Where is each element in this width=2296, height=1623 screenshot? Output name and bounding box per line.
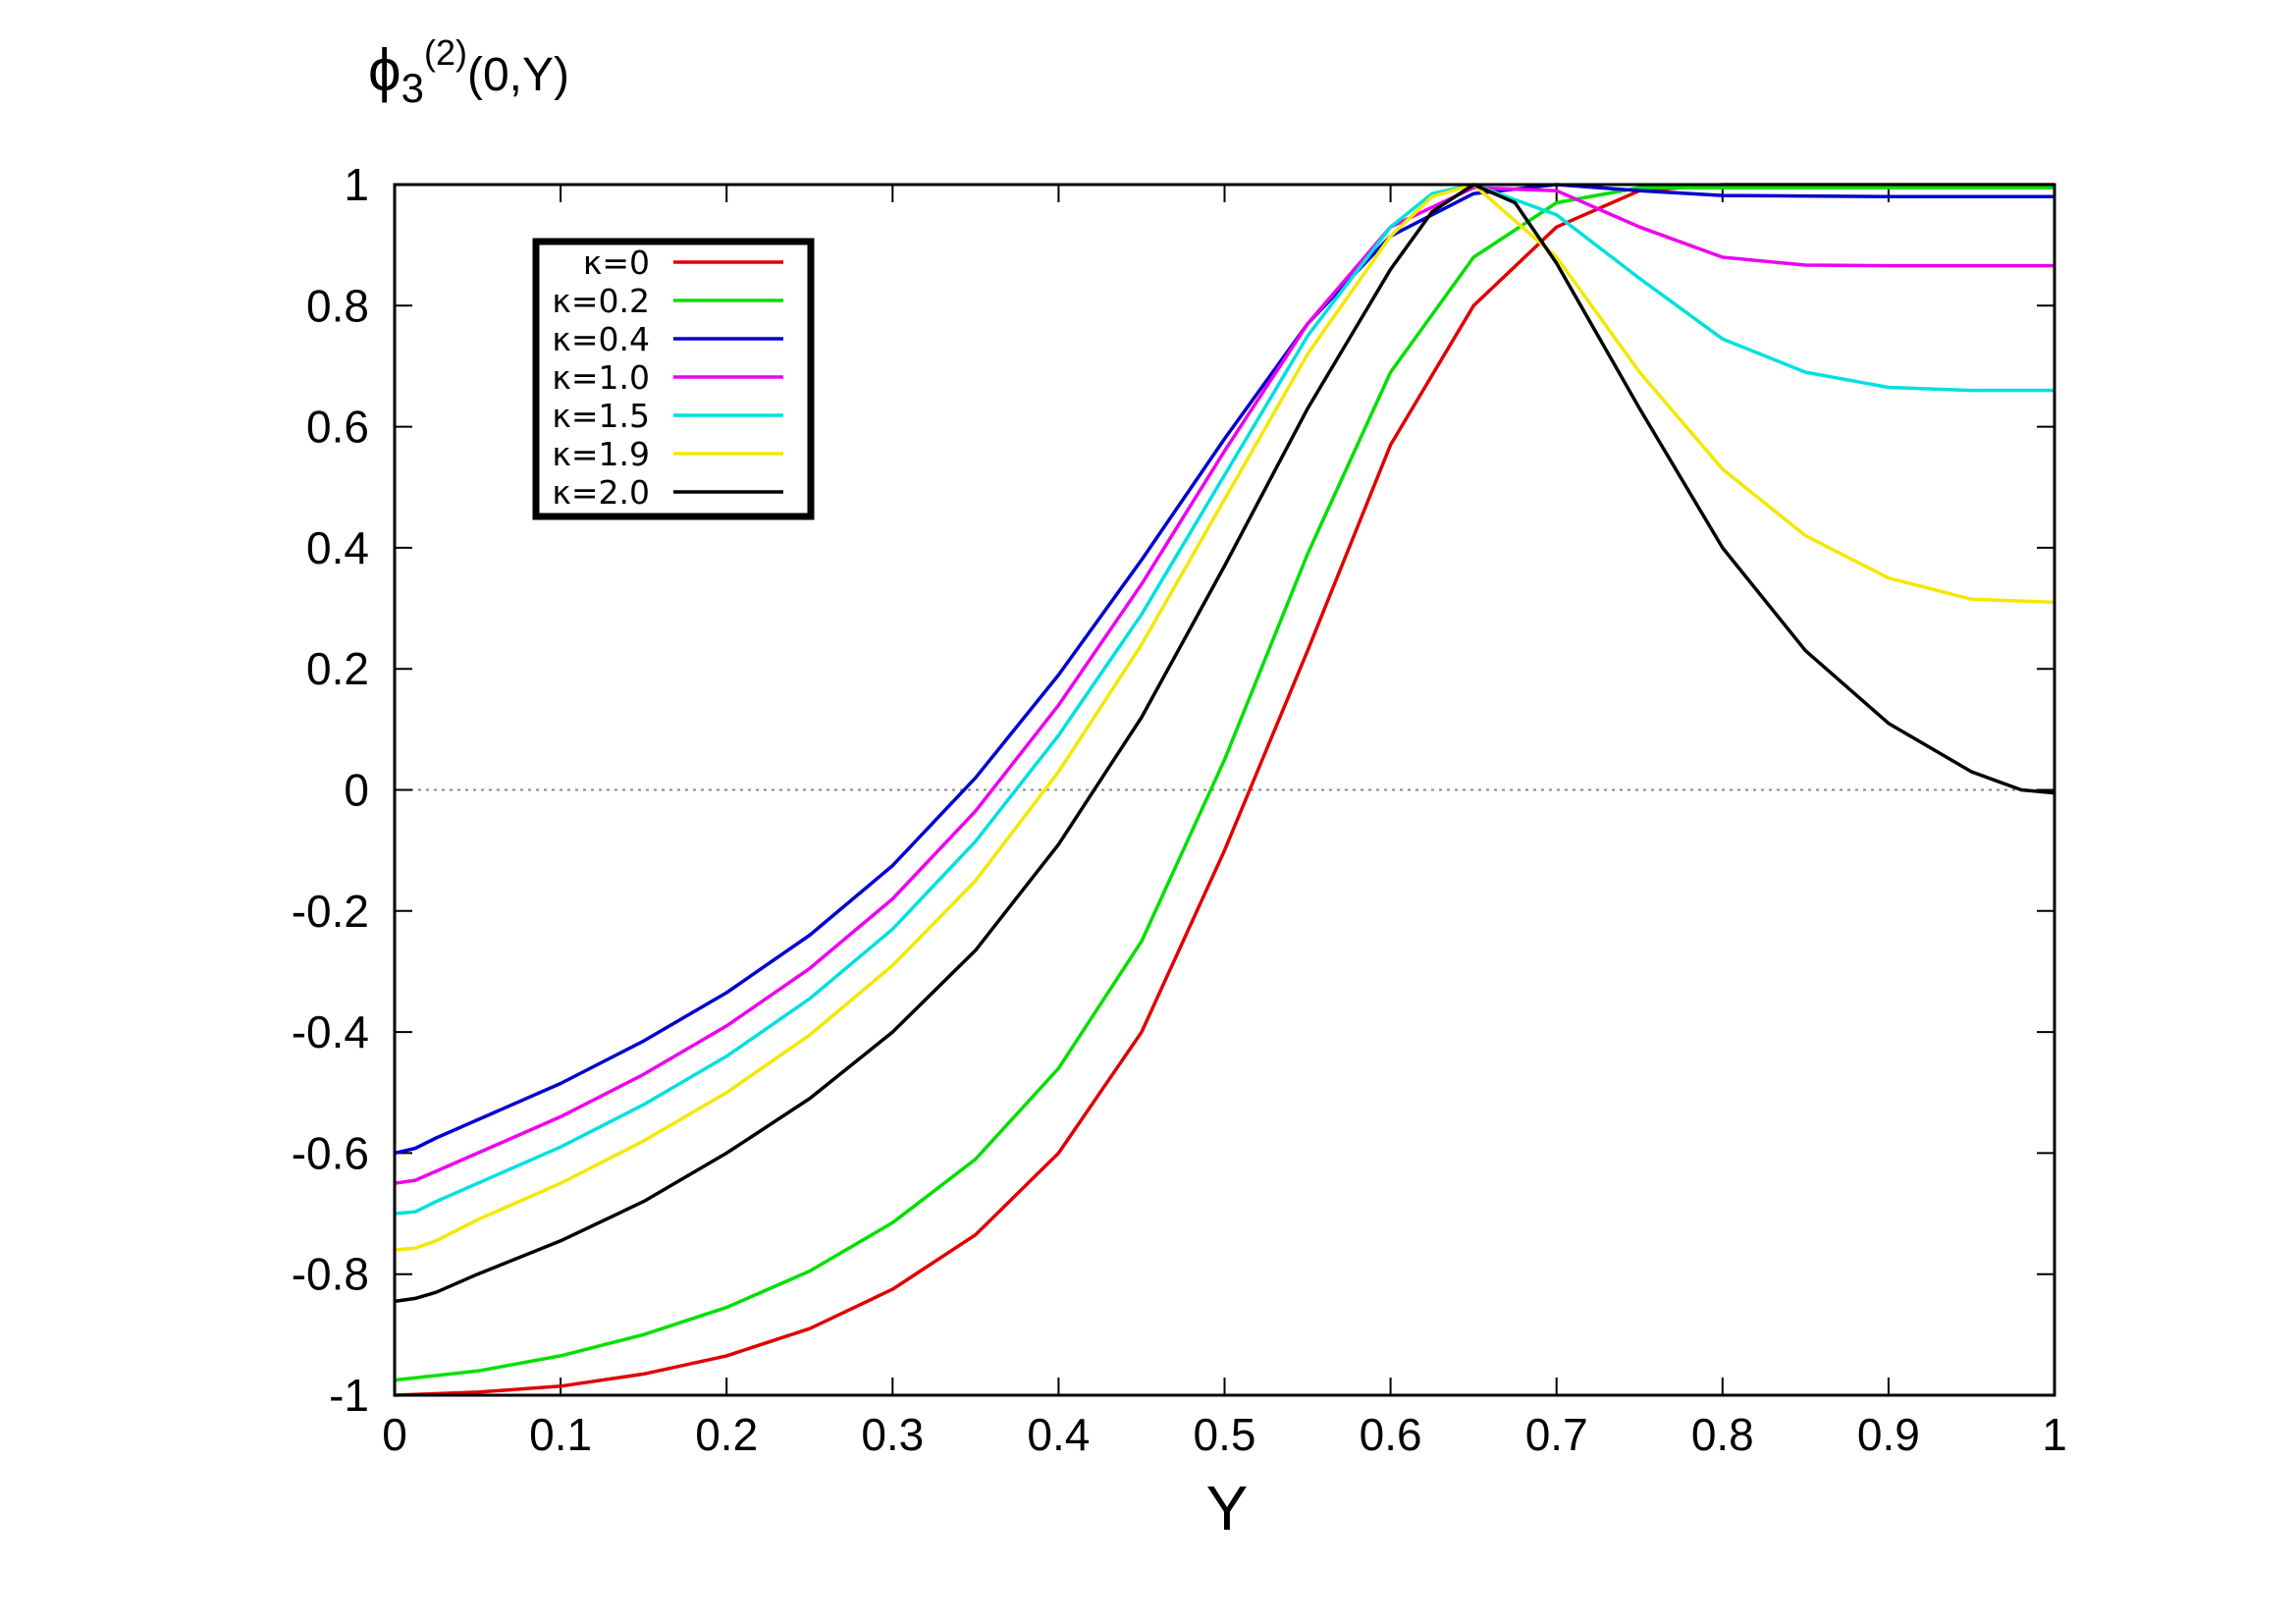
- legend-label: κ=0.4: [552, 320, 650, 358]
- legend-label: κ=0: [583, 243, 650, 282]
- x-tick-label: 0.8: [1691, 1409, 1754, 1460]
- legend-label: κ=1.9: [552, 435, 650, 473]
- series-line: [394, 183, 2056, 1252]
- x-tick-label: 0.2: [695, 1409, 758, 1460]
- series-line: [394, 186, 2055, 1185]
- x-tick-label: 0.5: [1194, 1409, 1256, 1460]
- x-tick-label: 0.1: [529, 1409, 592, 1460]
- series-line: [394, 186, 2055, 1382]
- x-tick-label: 1: [2042, 1409, 2067, 1460]
- y-tick-label: -0.4: [292, 1006, 369, 1057]
- x-axis-title: Y: [1206, 1473, 1249, 1543]
- y-tick-label: 0.2: [306, 643, 369, 694]
- y-tick-label: 0.4: [306, 522, 369, 573]
- series-line: [394, 183, 2055, 1216]
- y-tick-label: 0.8: [306, 280, 369, 331]
- x-tick-label: 0.7: [1525, 1409, 1588, 1460]
- legend-label: κ=1.0: [552, 358, 650, 397]
- series-line: [394, 183, 2056, 1304]
- series-layer: [394, 183, 2056, 1397]
- y-tick-label: -0.2: [292, 886, 369, 937]
- x-tick-label: 0.4: [1027, 1409, 1090, 1460]
- plot-frame: [393, 183, 2056, 1397]
- legend-box: [532, 238, 815, 520]
- y-axis-ticks: -1 -0.8 -0.6 -0.4 -0.2 0 0.2 0.4 0.6 0.8 1: [292, 159, 2055, 1421]
- y-tick-label: -1: [329, 1370, 369, 1421]
- legend-label: κ=2.0: [552, 473, 650, 512]
- y-axis-superscript: (2): [424, 32, 467, 73]
- x-axis-ticks: 0 0.1 0.2 0.3 0.4 0.5 0.6 0.7 0.8 0.9 1: [382, 185, 2067, 1460]
- legend-label: κ=1.5: [552, 397, 650, 435]
- x-tick-label: 0.6: [1360, 1409, 1422, 1460]
- legend-label: κ=0.2: [552, 282, 650, 320]
- y-axis-args: (0,Y): [467, 49, 569, 101]
- y-axis-subscript: 3: [401, 65, 424, 111]
- series-line: [394, 183, 2055, 1156]
- x-tick-label: 0.9: [1857, 1409, 1920, 1460]
- legend: κ=0κ=0.2κ=0.4κ=1.0κ=1.5κ=1.9κ=2.0: [532, 238, 815, 520]
- y-tick-label: -0.6: [292, 1127, 369, 1178]
- y-tick-label: 0.6: [306, 402, 369, 453]
- y-tick-label: -0.8: [292, 1249, 369, 1300]
- y-tick-label: 1: [344, 159, 369, 210]
- x-tick-label: 0: [382, 1409, 407, 1460]
- x-tick-label: 0.3: [861, 1409, 924, 1460]
- y-axis-title: ϕ3(2)(0,Y): [368, 32, 569, 111]
- y-tick-label: 0: [344, 765, 369, 816]
- y-axis-symbol: ϕ: [368, 37, 401, 103]
